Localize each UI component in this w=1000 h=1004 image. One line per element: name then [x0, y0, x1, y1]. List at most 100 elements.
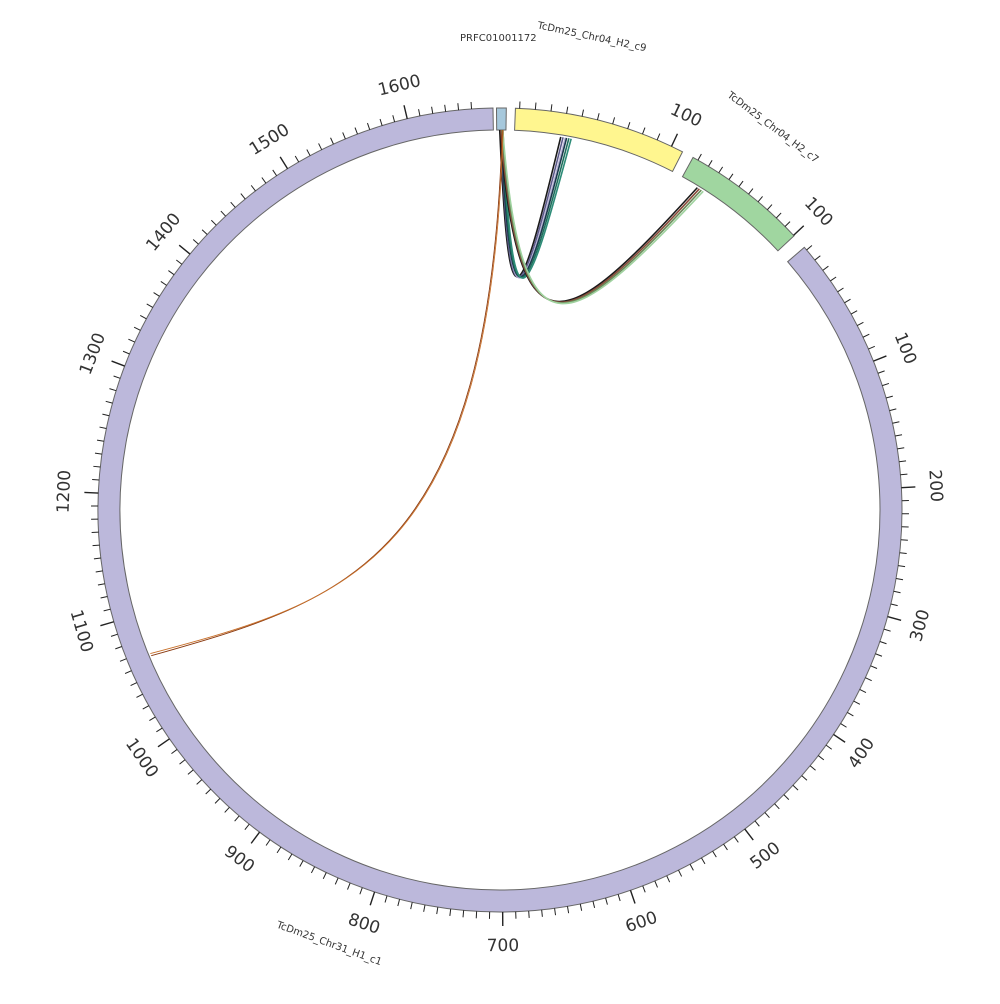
segment-label-chr04_c7: TcDm25_Chr04_H2_c7 [724, 89, 820, 165]
minor-tick [300, 861, 303, 867]
minor-tick [815, 256, 820, 260]
link-strand [150, 130, 503, 654]
minor-tick [698, 154, 701, 160]
minor-tick [311, 867, 314, 873]
minor-tick [810, 766, 815, 770]
minor-tick [102, 414, 109, 416]
minor-tick [331, 138, 334, 144]
tick-label: 1300 [76, 330, 110, 378]
minor-tick [251, 185, 255, 191]
minor-tick [168, 271, 174, 275]
minor-tick [896, 579, 903, 580]
minor-tick [235, 816, 240, 821]
minor-tick [98, 584, 105, 585]
major-tick [100, 622, 113, 626]
minor-tick [628, 122, 630, 129]
minor-tick [894, 591, 901, 592]
minor-tick [555, 908, 556, 915]
major-tick [404, 105, 407, 119]
minor-tick [701, 858, 705, 864]
major-tick [901, 487, 915, 488]
minor-tick [123, 351, 129, 354]
minor-tick [818, 756, 824, 760]
minor-tick [767, 205, 772, 210]
minor-tick [655, 881, 658, 887]
minor-tick [277, 847, 281, 853]
tick-label: 700 [487, 936, 520, 956]
minor-tick [535, 103, 536, 110]
minor-tick [865, 678, 871, 681]
major-tick [280, 157, 287, 169]
minor-tick [206, 789, 211, 794]
major-tick [370, 892, 374, 905]
link-ribbon [150, 130, 503, 656]
minor-tick [115, 647, 122, 649]
major-tick [630, 890, 635, 903]
tick-label: 1500 [246, 120, 293, 160]
minor-tick [295, 156, 299, 162]
minor-tick [567, 107, 568, 114]
minor-tick [551, 104, 552, 111]
minor-tick [93, 545, 100, 546]
minor-tick [884, 629, 891, 631]
minor-tick [618, 894, 620, 901]
minor-tick [897, 448, 904, 449]
minor-tick [355, 128, 357, 135]
segment-label-chr04_c9: TcDm25_Chr04_H2_c9 [535, 20, 647, 54]
minor-tick [393, 115, 395, 122]
minor-tick [335, 878, 338, 884]
tick-label: 800 [345, 910, 382, 939]
minor-tick [871, 666, 877, 669]
minor-tick [878, 371, 885, 373]
major-tick [888, 617, 901, 621]
minor-tick [419, 109, 420, 116]
minor-tick [776, 213, 781, 218]
tick-label: 1600 [376, 71, 423, 100]
minor-tick [613, 117, 615, 124]
minor-tick [713, 851, 717, 857]
minor-tick [445, 105, 446, 112]
minor-tick [875, 654, 882, 657]
minor-tick [755, 821, 759, 826]
minor-tick [900, 474, 907, 475]
minor-tick [838, 288, 844, 292]
minor-tick [708, 160, 712, 166]
minor-tick [266, 840, 270, 846]
tick-label: 400 [844, 734, 879, 772]
minor-tick [542, 910, 543, 917]
minor-tick [857, 322, 863, 325]
minor-tick [95, 453, 102, 454]
minor-tick [180, 760, 185, 764]
minor-tick [880, 641, 887, 643]
minor-tick [176, 260, 182, 264]
minor-tick [845, 299, 851, 303]
minor-tick [784, 795, 789, 800]
major-tick [251, 832, 259, 843]
segment-prfc [496, 108, 506, 130]
minor-tick [154, 293, 160, 297]
minor-tick [593, 901, 595, 908]
minor-tick [140, 315, 146, 318]
minor-tick [898, 566, 905, 567]
tick-label: 100 [890, 330, 921, 368]
minor-tick [161, 281, 167, 285]
minor-tick [149, 717, 155, 721]
minor-tick [131, 683, 137, 686]
minor-tick [899, 461, 906, 462]
minor-tick [739, 181, 743, 187]
minor-tick [690, 864, 693, 870]
minor-tick [597, 113, 599, 120]
minor-tick [111, 634, 118, 636]
minor-tick [143, 706, 149, 709]
segments-layer [98, 108, 902, 912]
minor-tick [891, 604, 898, 606]
minor-tick [380, 119, 382, 126]
segment-chr04_c7 [682, 157, 794, 250]
minor-tick [125, 671, 131, 674]
minor-tick [307, 150, 310, 156]
tick-label: 100 [667, 100, 705, 132]
minor-tick [895, 435, 902, 436]
minor-tick [458, 103, 459, 110]
minor-tick [343, 132, 346, 138]
